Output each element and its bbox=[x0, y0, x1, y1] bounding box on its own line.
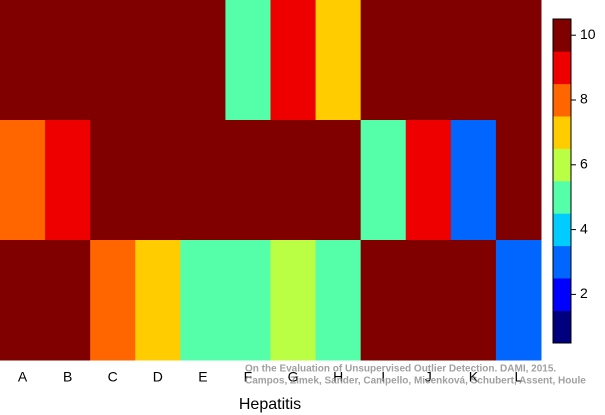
colorbar-bin bbox=[553, 278, 571, 311]
heatmap-cell bbox=[405, 240, 452, 361]
x-tick-label: D bbox=[153, 369, 163, 385]
heatmap-cell bbox=[405, 120, 452, 241]
colorbar-bin bbox=[553, 51, 571, 85]
x-tick-label: B bbox=[63, 369, 72, 385]
x-tick-label: L bbox=[515, 369, 523, 385]
colorbar-tick-label: 8 bbox=[580, 91, 588, 107]
x-tick-label: E bbox=[198, 369, 207, 385]
x-tick-label: H bbox=[333, 369, 343, 385]
heatmap-cell bbox=[405, 0, 452, 121]
heatmap-cell bbox=[225, 0, 271, 121]
heatmap-cell bbox=[495, 240, 542, 361]
colorbar-bin bbox=[553, 83, 571, 117]
colorbar-bin bbox=[553, 116, 571, 149]
colorbar-tick-label: 10 bbox=[580, 26, 596, 42]
heatmap-cell bbox=[135, 0, 181, 121]
heatmap-cell bbox=[315, 0, 362, 121]
colorbar-bin bbox=[553, 19, 571, 52]
heatmap-cell bbox=[90, 240, 136, 361]
heatmap-cell bbox=[45, 0, 91, 121]
heatmap-cell bbox=[0, 240, 46, 361]
heatmap-cell bbox=[270, 240, 317, 361]
heatmap-cell bbox=[270, 0, 317, 121]
x-tick-label: K bbox=[469, 369, 479, 385]
heatmap-cell bbox=[90, 0, 136, 121]
heatmap-cell bbox=[450, 120, 497, 241]
x-tick-label: A bbox=[18, 369, 28, 385]
watermark: On the Evaluation of Unsupervised Outlie… bbox=[245, 364, 556, 375]
colorbar-tick-label: 2 bbox=[580, 285, 588, 301]
colorbar-bin bbox=[553, 310, 571, 344]
heatmap-cell bbox=[225, 120, 271, 241]
colorbar-frame bbox=[552, 18, 572, 344]
colorbar-bin bbox=[553, 213, 571, 247]
x-tick-label: J bbox=[425, 369, 432, 385]
x-axis-label: Hepatitis bbox=[239, 396, 301, 413]
heatmap-cell bbox=[180, 120, 226, 241]
heatmap-cell bbox=[225, 240, 271, 361]
colorbar-tick-label: 6 bbox=[580, 156, 588, 172]
heatmap-cell bbox=[135, 120, 181, 241]
heatmap-cell bbox=[495, 120, 542, 241]
heatmap-cell bbox=[270, 120, 317, 241]
heatmap-cell bbox=[180, 0, 226, 121]
colorbar-tick-label: 4 bbox=[580, 220, 588, 236]
x-tick-label: C bbox=[108, 369, 118, 385]
heatmap-cell bbox=[45, 120, 91, 241]
heatmap-cell bbox=[0, 120, 46, 241]
colorbar-bin bbox=[553, 148, 571, 182]
heatmap-cell bbox=[90, 120, 136, 241]
heatmap-cell bbox=[180, 240, 226, 361]
heatmap-cell bbox=[360, 120, 407, 241]
heatmap-cell bbox=[135, 240, 181, 361]
heatmap-cell bbox=[360, 240, 407, 361]
heatmap-cell bbox=[360, 0, 407, 121]
colorbar-bin bbox=[553, 245, 571, 279]
x-tick-label: G bbox=[288, 369, 299, 385]
heatmap-cell bbox=[45, 240, 91, 361]
heatmap-cell bbox=[450, 0, 497, 121]
colorbar-bin bbox=[553, 181, 571, 214]
heatmap-cell bbox=[0, 0, 46, 121]
x-tick-label: F bbox=[244, 369, 253, 385]
heatmap-cell bbox=[315, 240, 362, 361]
heatmap-cell bbox=[450, 240, 497, 361]
heatmap-cell bbox=[495, 0, 542, 121]
heatmap-cell bbox=[315, 120, 362, 241]
x-tick-label: I bbox=[381, 369, 385, 385]
watermark: Campos, Zimek, Sander, Campello, Micenko… bbox=[245, 376, 586, 387]
